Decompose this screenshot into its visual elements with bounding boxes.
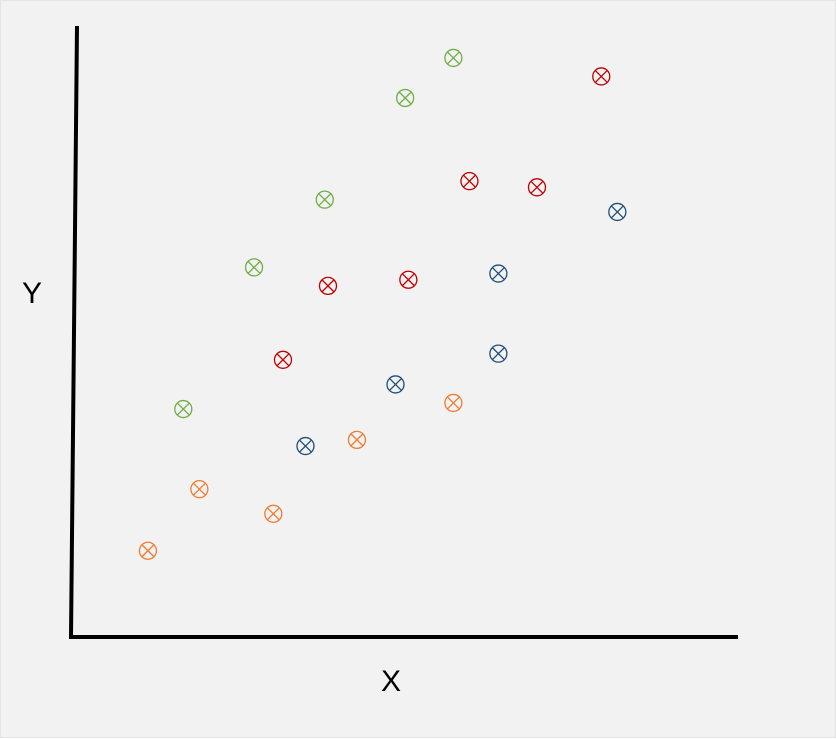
x-axis-label: X: [381, 665, 401, 698]
scatter-point: [395, 88, 415, 108]
scatter-point: [527, 178, 547, 197]
scatter-point: [444, 393, 463, 413]
data-points: [138, 48, 627, 560]
scatter-point: [190, 480, 209, 499]
scatter-point: [244, 258, 264, 277]
scatter-point: [460, 172, 479, 191]
scatter-point: [608, 202, 627, 222]
scatter-point: [592, 67, 611, 86]
scatter-point: [296, 436, 315, 456]
scatter-point: [273, 350, 293, 369]
y-axis-label: Y: [22, 277, 42, 310]
scatter-point: [315, 190, 334, 209]
scatter-point: [347, 430, 367, 450]
scatter-point: [318, 276, 338, 296]
scatter-point: [489, 344, 508, 363]
scatter-point: [489, 264, 508, 283]
scatter-point: [138, 541, 158, 560]
scatter-point: [264, 504, 283, 523]
scatter-point: [444, 48, 463, 68]
scatter-point: [399, 270, 418, 289]
y-axis-line: [69, 25, 79, 638]
scatter-point: [174, 399, 193, 419]
scatter-point: [386, 375, 405, 394]
